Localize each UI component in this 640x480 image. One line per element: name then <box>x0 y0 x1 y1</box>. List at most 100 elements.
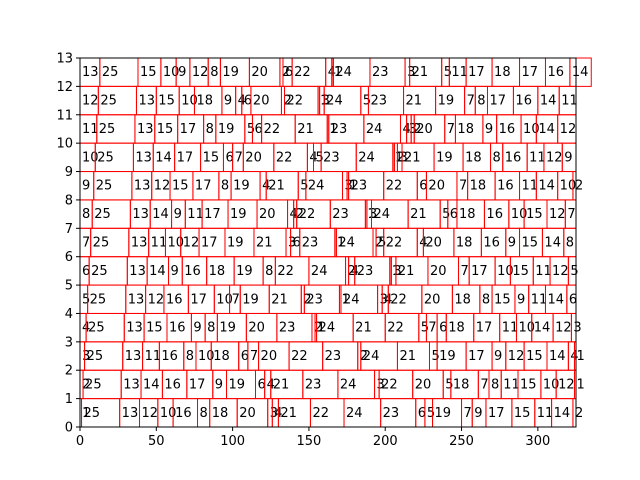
cell-label: 3 <box>369 207 377 222</box>
cell-label: 20 <box>261 349 278 364</box>
cell-label: 25 <box>84 406 101 421</box>
cell-label: 16 <box>164 377 181 392</box>
cell-label: 24 <box>338 236 355 251</box>
y-tick-label: 12 <box>56 80 73 95</box>
cell-label: 20 <box>430 264 447 279</box>
cell-label: 2 <box>413 122 421 137</box>
cell-label: 22 <box>276 150 293 165</box>
cell-label: 12 <box>183 236 200 251</box>
cell-label: 3 <box>407 65 415 80</box>
cell-label: 17 <box>201 236 218 251</box>
cell-label: 23 <box>331 122 348 137</box>
cell-label: 18 <box>454 292 471 307</box>
cell-label: 12 <box>82 94 99 109</box>
cell-label: 17 <box>476 321 493 336</box>
y-tick-label: 0 <box>65 421 73 436</box>
cell-label: 10 <box>518 321 535 336</box>
cell-label: 16 <box>505 150 522 165</box>
cell-label: 15 <box>526 349 543 364</box>
cell-label: 10 <box>216 292 233 307</box>
cell-label: 20 <box>416 122 433 137</box>
cell-label: 23 <box>279 321 296 336</box>
cell-label: 6 <box>254 122 262 137</box>
cell-label: 3 <box>377 377 385 392</box>
cell-label: 22 <box>390 292 407 307</box>
cell-label: 24 <box>346 406 363 421</box>
cell-label: 6 <box>439 321 447 336</box>
cell-label: 25 <box>87 349 104 364</box>
cell-label: 21 <box>355 321 372 336</box>
cell-label: 24 <box>335 65 352 80</box>
cell-label: 25 <box>102 65 119 80</box>
cell-label: 22 <box>294 65 311 80</box>
cell-label: 19 <box>242 292 259 307</box>
cell-label: 7 <box>235 150 243 165</box>
cell-label: 13 <box>132 207 149 222</box>
cell-label: 5 <box>427 406 435 421</box>
cell-label: 7 <box>464 406 472 421</box>
cell-label: 16 <box>547 65 564 80</box>
y-tick-label: 5 <box>65 279 73 294</box>
cell-label: 12 <box>508 349 525 364</box>
cell-label: 1 <box>576 349 584 364</box>
cell-label: 11 <box>187 207 204 222</box>
cell-label: 9 <box>508 236 516 251</box>
x-tick-label: 300 <box>525 434 550 449</box>
cell-label: 21 <box>398 264 415 279</box>
cell-label: 9 <box>224 94 232 109</box>
cell-label: 18 <box>453 377 470 392</box>
cell-label: 10 <box>82 150 99 165</box>
cell-label: 2 <box>360 349 368 364</box>
cell-label: 11 <box>535 264 552 279</box>
cell-label: 24 <box>340 377 357 392</box>
cell-label: 12 <box>549 207 566 222</box>
cell-label: 20 <box>415 377 432 392</box>
y-tick-label: 6 <box>65 250 73 265</box>
cell-label: 14 <box>554 406 571 421</box>
cell-label: 11 <box>502 321 519 336</box>
cell-label: 15 <box>146 321 163 336</box>
cell-label: 22 <box>381 377 398 392</box>
cell-label: 19 <box>222 65 239 80</box>
cell-label: 24 <box>343 292 360 307</box>
cell-label: 1 <box>82 406 90 421</box>
cell-label: 6 <box>419 179 427 194</box>
cell-label: 5 <box>82 292 90 307</box>
cell-label: 6 <box>82 264 90 279</box>
cell-label: 1 <box>341 292 349 307</box>
cell-label: 19 <box>435 406 452 421</box>
cell-label: 9 <box>171 264 179 279</box>
cell-label: 6 <box>241 349 249 364</box>
cell-label: 11 <box>561 94 578 109</box>
cell-label: 13 <box>122 406 139 421</box>
cell-label: 1 <box>576 377 584 392</box>
x-tick-label: 100 <box>220 434 245 449</box>
cell-label: 2 <box>282 65 290 80</box>
cell-label: 10 <box>543 377 560 392</box>
cell-label: 15 <box>172 179 189 194</box>
cell-label: 22 <box>386 236 403 251</box>
cell-label: 11 <box>522 179 539 194</box>
cell-label: 24 <box>326 94 343 109</box>
cell-label: 18 <box>456 236 473 251</box>
cell-label: 2 <box>82 377 90 392</box>
cell-label: 24 <box>308 179 325 194</box>
x-tick-label: 200 <box>373 434 398 449</box>
cell-label: 20 <box>251 65 268 80</box>
cell-label: 8 <box>186 349 194 364</box>
cell-label: 14 <box>549 349 566 364</box>
cell-label: 17 <box>488 406 505 421</box>
cell-label: 25 <box>93 236 110 251</box>
cell-label: 24 <box>319 321 336 336</box>
cell-label: 19 <box>236 264 253 279</box>
cell-label: 2 <box>296 207 304 222</box>
cell-label: 21 <box>406 94 423 109</box>
cell-label: 16 <box>161 349 178 364</box>
cell-label: 18 <box>448 321 465 336</box>
cell-label: 25 <box>94 207 111 222</box>
cell-label: 5 <box>378 236 386 251</box>
cell-label: 17 <box>189 377 206 392</box>
y-tick-label: 3 <box>65 335 73 350</box>
cell-label: 10 <box>160 406 177 421</box>
